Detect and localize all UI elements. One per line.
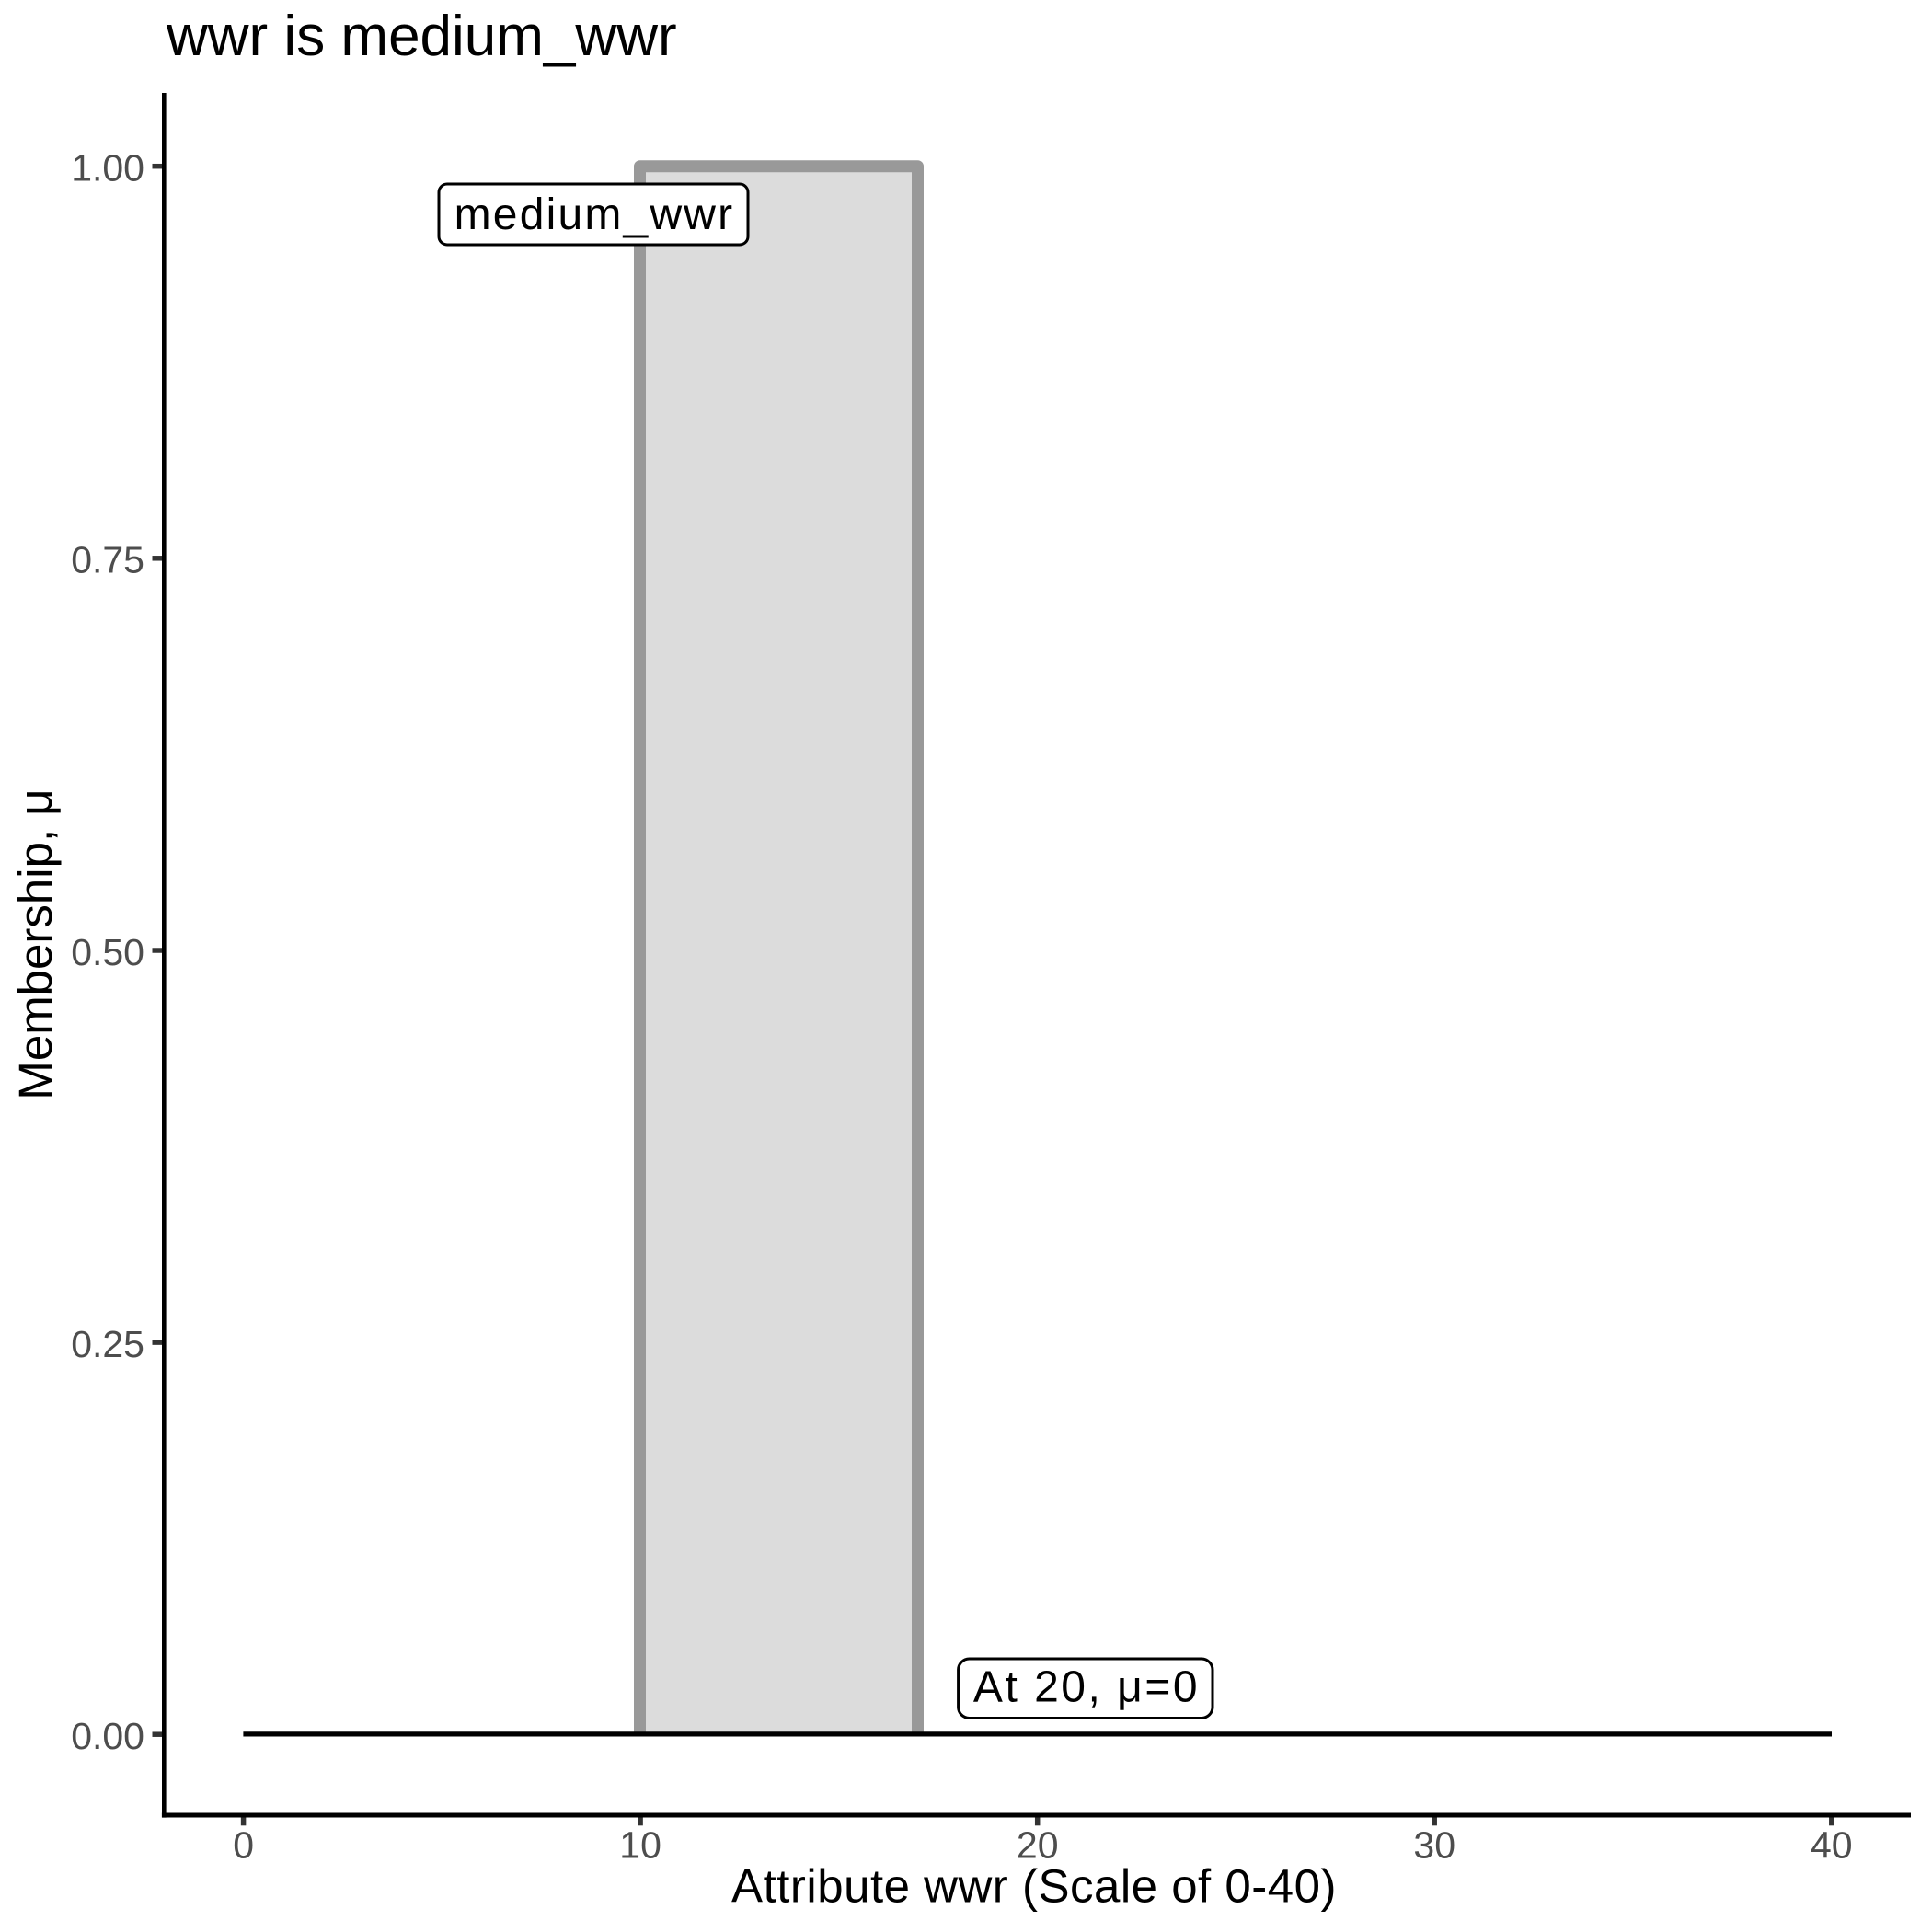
svg-text:1.00: 1.00 — [71, 147, 144, 190]
svg-text:0: 0 — [233, 1824, 254, 1867]
svg-text:At 20, μ=0: At 20, μ=0 — [973, 1663, 1200, 1712]
svg-text:Attribute wwr (Scale of 0-40): Attribute wwr (Scale of 0-40) — [731, 1859, 1337, 1912]
svg-text:30: 30 — [1413, 1824, 1455, 1867]
svg-text:medium_wwr: medium_wwr — [454, 190, 735, 239]
svg-text:20: 20 — [1017, 1824, 1059, 1867]
svg-text:40: 40 — [1811, 1824, 1853, 1867]
svg-text:0.00: 0.00 — [71, 1715, 144, 1757]
svg-text:0.50: 0.50 — [71, 931, 144, 973]
svg-text:0.25: 0.25 — [71, 1323, 144, 1365]
svg-text:wwr is medium_wwr: wwr is medium_wwr — [166, 5, 677, 68]
svg-text:Membership, μ: Membership, μ — [9, 788, 62, 1099]
svg-text:10: 10 — [619, 1824, 661, 1867]
svg-text:0.75: 0.75 — [71, 539, 144, 581]
